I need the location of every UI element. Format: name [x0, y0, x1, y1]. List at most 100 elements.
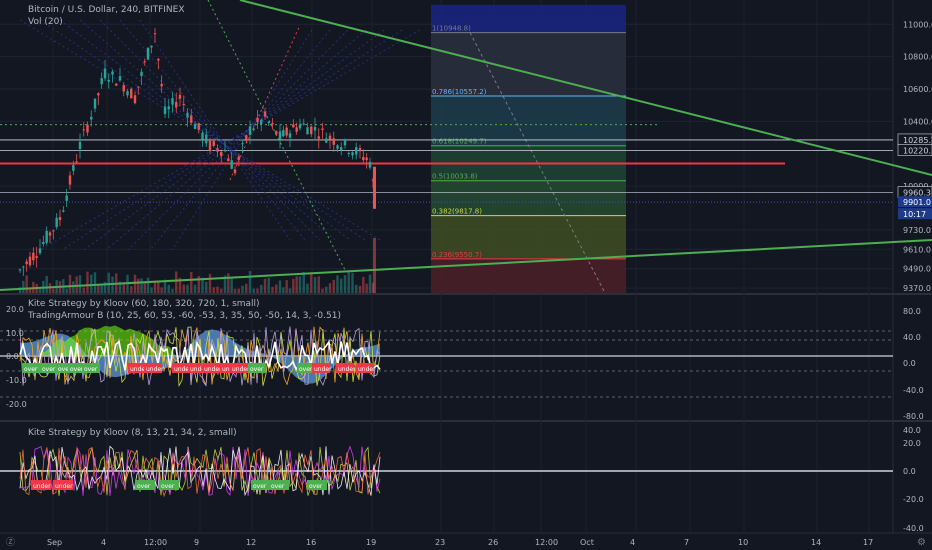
volume-bar [351, 272, 354, 293]
volume-bar [245, 283, 248, 293]
volume-bar [288, 288, 292, 293]
candle-body [285, 127, 288, 136]
candle-body [263, 111, 267, 117]
volume-bar [72, 281, 75, 293]
candle-body [18, 269, 22, 271]
pane2-oscillator-line [19, 326, 381, 386]
price-axis-label: 9960.3 [903, 189, 931, 198]
pane2-area [20, 329, 380, 384]
candle-body [267, 122, 270, 124]
fan-line [149, 29, 331, 251]
signal-badge [68, 363, 86, 373]
price-tag [898, 208, 932, 220]
volume-bar [163, 279, 167, 293]
candle-body [282, 130, 285, 137]
volume-bar [298, 276, 302, 293]
candle-body [182, 103, 185, 105]
candle-body [163, 106, 167, 114]
candle-body [55, 217, 58, 228]
pane2-oscillator-line [19, 326, 381, 387]
volume-bar [22, 280, 25, 293]
candle-body [351, 152, 354, 156]
pane3-legend-1: Kite Strategy by Kloov (8, 13, 21, 34, 2… [28, 428, 241, 438]
volume-bar [368, 274, 372, 293]
signal-badge [56, 363, 74, 373]
candle-body [78, 141, 82, 150]
volume-bar [178, 277, 182, 293]
candle-body [306, 127, 309, 135]
signal-badge [356, 363, 374, 373]
volume-bar [90, 274, 93, 293]
volume-bar [157, 282, 160, 293]
pane3-axis-label: 40.0 [903, 426, 921, 435]
candle-body [100, 78, 103, 85]
candle-body [321, 128, 324, 130]
volume-bar [65, 288, 68, 293]
volume-bar [205, 281, 208, 293]
volume-bar [32, 281, 35, 293]
signal-badge-label: under [358, 366, 376, 373]
price-axis-label: 11000.0 [903, 20, 932, 29]
volume-bar [220, 288, 223, 293]
volume-bar [140, 278, 143, 293]
volume-bar [278, 280, 282, 293]
pane2-right-axis-label: 40.0 [903, 333, 921, 342]
signal-badge-label: under [232, 366, 250, 373]
volume-bar [233, 288, 237, 293]
volume-bar [107, 272, 110, 293]
fan-line [59, 19, 351, 241]
candle-body [150, 45, 153, 48]
kite-strategy-label-1: Kite Strategy by Kloov (60, 180, 320, 72… [28, 299, 260, 309]
volume-bar [365, 283, 368, 293]
volume-bar [146, 277, 150, 293]
candle-body [288, 133, 292, 138]
volume-bar [160, 287, 163, 293]
fan-line [39, 19, 366, 241]
volume-bar [310, 273, 313, 293]
fan-line [19, 19, 381, 241]
fan-line [79, 19, 336, 241]
volume-bar [271, 286, 274, 293]
candle-body [186, 112, 189, 118]
price-axis-label: 10285.5 [903, 136, 932, 145]
candle-body [32, 252, 35, 261]
volume-bar [126, 274, 129, 293]
volume-bar [197, 275, 200, 293]
candle-body [115, 83, 118, 86]
volume-bar [25, 275, 28, 293]
volume-bar [292, 278, 295, 293]
signal-badge [336, 363, 354, 373]
price-axis-label: 9610.0 [903, 245, 931, 254]
candle-body [62, 210, 65, 212]
timezone-icon[interactable]: Ⓩ [6, 538, 16, 548]
candle-body [143, 61, 146, 63]
candle-body [212, 141, 215, 146]
volume-bar [62, 279, 65, 293]
volume-bar [260, 284, 263, 293]
candle-body [256, 117, 259, 123]
symbol-legend: Bitcoin / U.S. Dollar, 240, BITFINEX [28, 5, 189, 15]
candle-body [103, 68, 107, 79]
candle-body [373, 166, 376, 209]
fib-level-label: 1(10948.8) [432, 25, 471, 33]
volume-bar [38, 288, 42, 293]
fib-zone [431, 180, 626, 216]
signal-badge [22, 363, 40, 373]
gear-icon[interactable]: ⚙ [917, 537, 926, 548]
candle-body [223, 149, 227, 152]
candle-body [310, 126, 313, 135]
time-axis-label: Oct [580, 538, 594, 547]
candle-body [292, 124, 295, 128]
fan-line [83, 29, 385, 251]
time-axis-label: 19 [366, 538, 376, 547]
volume-bar [241, 285, 244, 293]
signal-badge-label: under [338, 366, 356, 373]
signal-badge [269, 480, 289, 490]
signal-badge [135, 480, 155, 490]
signal-badge [31, 480, 51, 490]
volume-bar [75, 276, 78, 293]
pane2-legend-1: Kite Strategy by Kloov (60, 180, 320, 72… [28, 299, 264, 309]
candle-body [193, 124, 197, 130]
fan-line [39, 29, 421, 251]
